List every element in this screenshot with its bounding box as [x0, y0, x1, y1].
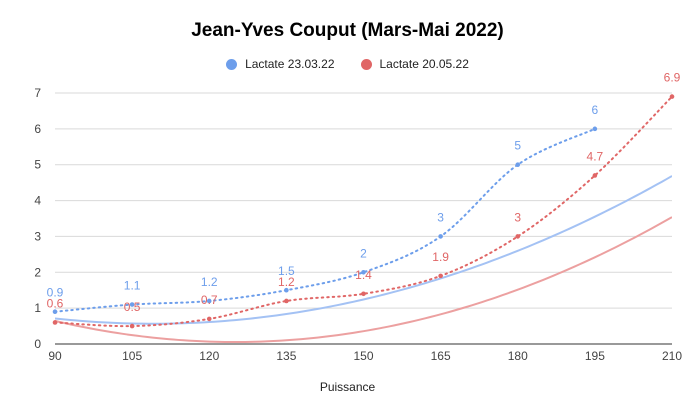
data-point-series-2 [669, 94, 675, 99]
data-point-series-2 [438, 273, 443, 279]
data-point-series-2 [206, 316, 212, 322]
data-point-series-2 [515, 234, 521, 239]
data-label-series-2: 1.2 [278, 275, 295, 289]
x-tick-label: 90 [48, 349, 62, 363]
legend-label-series-2: Lactate 20.05.22 [379, 57, 469, 71]
data-label-series-2: 0.7 [201, 293, 218, 307]
data-point-series-2 [129, 323, 135, 329]
x-tick-label: 135 [276, 349, 296, 363]
y-tick-label: 3 [34, 229, 41, 243]
x-tick-label: 120 [199, 349, 219, 363]
x-tick-label: 105 [122, 349, 142, 363]
x-axis-title: Puissance [319, 380, 376, 394]
data-point-series-1 [515, 162, 521, 168]
data-label-series-1: 1.2 [201, 275, 218, 289]
legend-item-series-1: Lactate 23.03.22 [226, 57, 335, 71]
data-label-series-2: 0.6 [47, 296, 64, 310]
data-label-series-1: 5 [514, 139, 521, 153]
legend-item-series-2: Lactate 20.05.22 [360, 57, 469, 71]
y-tick-label: 2 [34, 265, 41, 279]
x-tick-label: 165 [431, 349, 451, 363]
data-point-series-2 [361, 291, 366, 297]
data-point-series-2 [52, 320, 58, 325]
trendline-series-2 [55, 216, 672, 344]
legend-marker-series-1 [226, 58, 238, 70]
data-point-series-1 [361, 269, 366, 275]
trendline-series-1 [55, 175, 672, 325]
x-tick-label: 210 [662, 349, 682, 363]
data-label-series-2: 1.4 [355, 268, 372, 282]
data-label-series-2: 3 [514, 210, 521, 224]
x-tick-label: 180 [508, 349, 528, 363]
data-line-series-1 [54, 127, 596, 313]
y-tick-label: 5 [34, 158, 41, 172]
legend-marker-series-2 [360, 58, 372, 70]
data-point-series-1 [206, 298, 212, 304]
chart-legend: Lactate 23.03.22 Lactate 20.05.22 [0, 57, 695, 71]
data-label-series-2: 0.5 [124, 300, 141, 314]
chart-title: Jean-Yves Couput (Mars-Mai 2022) [191, 20, 504, 41]
y-tick-label: 6 [34, 122, 41, 136]
data-point-series-1 [129, 302, 135, 307]
data-label-series-2: 6.9 [664, 71, 681, 85]
y-tick-label: 0 [34, 337, 41, 351]
data-label-series-1: 6 [592, 103, 599, 117]
data-point-series-1 [592, 126, 598, 132]
y-tick-label: 4 [34, 194, 41, 208]
data-label-series-1: 1.1 [124, 279, 141, 293]
data-point-series-2 [592, 173, 598, 178]
data-label-series-2: 4.7 [587, 149, 604, 163]
y-tick-label: 7 [34, 86, 41, 100]
data-label-series-2: 1.9 [432, 250, 449, 264]
legend-label-series-1: Lactate 23.03.22 [245, 57, 335, 71]
data-label-series-1: 3 [437, 210, 444, 224]
data-label-series-1: 1.5 [278, 264, 295, 278]
y-tick-label: 1 [34, 301, 41, 315]
data-label-series-1: 2 [360, 246, 367, 260]
data-line-series-2 [54, 95, 673, 328]
x-tick-label: 150 [353, 349, 373, 363]
data-point-series-1 [52, 309, 58, 315]
data-point-series-1 [284, 287, 289, 293]
data-point-series-1 [438, 234, 443, 239]
x-tick-label: 195 [585, 349, 605, 363]
data-label-series-1: 0.9 [47, 286, 64, 300]
data-point-series-2 [284, 298, 289, 304]
